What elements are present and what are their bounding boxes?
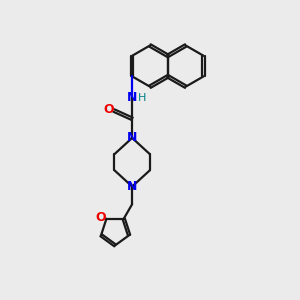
Text: N: N [127, 91, 137, 104]
Text: H: H [138, 93, 147, 103]
Text: N: N [127, 180, 137, 193]
Text: O: O [96, 212, 106, 224]
Text: O: O [103, 103, 114, 116]
Text: N: N [127, 131, 137, 144]
